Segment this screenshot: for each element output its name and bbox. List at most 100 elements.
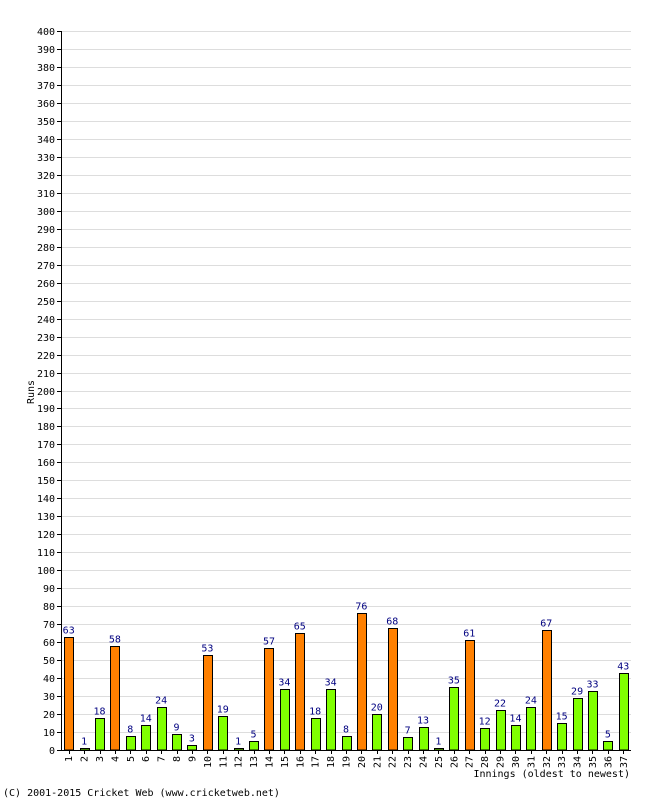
- x-tick-label: 8: [172, 756, 183, 762]
- bar: [542, 630, 552, 751]
- bar-value-label: 65: [294, 622, 306, 633]
- bar-value-label: 58: [109, 635, 121, 646]
- bar: [434, 748, 444, 751]
- bar-value-label: 22: [494, 699, 506, 710]
- x-tick-label: 22: [388, 756, 399, 768]
- y-tick-label: 310: [37, 189, 55, 200]
- bar: [172, 734, 182, 751]
- x-tick-label: 37: [619, 756, 630, 768]
- y-tick-label: 210: [37, 369, 55, 380]
- bar: [419, 727, 429, 751]
- x-tick-labels: 1 2 3 4 5 6 7 8 9 10 11 12 13 14 15 16 17 18 19 20 21 22 23 24 2…: [64, 750, 630, 768]
- bar: [526, 707, 536, 751]
- bar-value-label: 34: [325, 678, 337, 689]
- bar: [573, 698, 583, 751]
- x-tick-label: 12: [234, 756, 245, 768]
- y-tick-label: 200: [37, 387, 55, 398]
- bar: [326, 689, 336, 751]
- bar: [203, 655, 213, 751]
- bar-value-label: 43: [617, 662, 629, 673]
- x-tick-label: 1: [64, 756, 75, 762]
- copyright-footer: (C) 2001-2015 Cricket Web (www.cricketwe…: [3, 788, 280, 799]
- x-tick-label: 5: [126, 756, 137, 762]
- x-tick-label: 21: [372, 756, 383, 768]
- y-tick-label: 180: [37, 422, 55, 433]
- bar-value-label: 18: [93, 707, 105, 718]
- bar: [95, 718, 105, 751]
- bar-value-label: 15: [556, 712, 568, 723]
- bar-value-label: 35: [448, 676, 460, 687]
- y-tick-label: 60: [43, 638, 55, 649]
- y-axis-title: Runs: [26, 380, 37, 404]
- x-tick-label: 34: [573, 756, 584, 768]
- bar: [449, 687, 459, 751]
- bar-value-label: 68: [386, 617, 398, 628]
- y-tick-label: 40: [43, 674, 55, 685]
- bar: [588, 691, 598, 751]
- y-tick-label: 390: [37, 45, 55, 56]
- bar: [557, 723, 567, 751]
- x-tick-label: 17: [311, 756, 322, 768]
- bar: [126, 736, 136, 751]
- x-tick-label: 4: [110, 756, 121, 762]
- bar-value-label: 33: [586, 680, 598, 691]
- y-tick-label: 380: [37, 63, 55, 74]
- x-tick-label: 26: [449, 756, 460, 768]
- bar-value-label: 1: [81, 737, 87, 748]
- bar-value-label: 13: [417, 716, 429, 727]
- y-tick-label: 20: [43, 710, 55, 721]
- y-tick-label: 80: [43, 602, 55, 613]
- bar: [295, 633, 305, 751]
- y-tick-label: 130: [37, 512, 55, 523]
- bar-value-label: 57: [263, 637, 275, 648]
- bar-value-label: 14: [509, 714, 521, 725]
- bar-value-label: 19: [217, 705, 229, 716]
- y-tick-label: 160: [37, 458, 55, 469]
- bar: [157, 707, 167, 751]
- bar: [603, 741, 613, 751]
- bar-value-label: 1: [435, 737, 441, 748]
- y-tick-label: 190: [37, 404, 55, 415]
- bar: [64, 637, 74, 751]
- bars: [64, 613, 629, 751]
- x-tick-label: 20: [357, 756, 368, 768]
- bar: [511, 725, 521, 751]
- y-tick-label: 140: [37, 494, 55, 505]
- x-tick-label: 36: [603, 756, 614, 768]
- x-tick-label: 6: [141, 756, 152, 762]
- y-tick-label: 360: [37, 99, 55, 110]
- bar-value-label: 7: [405, 726, 411, 737]
- bar: [218, 716, 228, 751]
- y-tick-label: 260: [37, 279, 55, 290]
- bar: [357, 613, 367, 751]
- y-tick-labels: 0 10 20 30 40 50 60 70 80 90 100 110 120 130 140 150 160…: [37, 27, 61, 757]
- bar-value-label: 24: [525, 696, 537, 707]
- y-tick-label: 370: [37, 81, 55, 92]
- y-tick-label: 30: [43, 692, 55, 703]
- y-tick-label: 350: [37, 117, 55, 128]
- x-tick-label: 7: [157, 756, 168, 762]
- x-tick-label: 32: [542, 756, 553, 768]
- bar-value-label: 12: [479, 717, 491, 728]
- x-tick-label: 19: [342, 756, 353, 768]
- bar-value-label: 5: [251, 730, 257, 741]
- bar-value-label: 61: [463, 629, 475, 640]
- bar-value-label: 9: [174, 723, 180, 734]
- y-tick-label: 110: [37, 548, 55, 559]
- bar: [280, 689, 290, 751]
- bar: [480, 728, 490, 751]
- bar: [234, 748, 244, 751]
- x-tick-label: 24: [419, 756, 430, 768]
- bar: [403, 737, 413, 751]
- bar-value-label: 8: [343, 725, 349, 736]
- y-tick-label: 150: [37, 476, 55, 487]
- x-tick-label: 9: [187, 756, 198, 762]
- bar: [465, 640, 475, 751]
- y-tick-label: 330: [37, 153, 55, 164]
- bar: [141, 725, 151, 751]
- bar-value-label: 63: [63, 626, 75, 637]
- y-tick-label: 0: [49, 746, 55, 757]
